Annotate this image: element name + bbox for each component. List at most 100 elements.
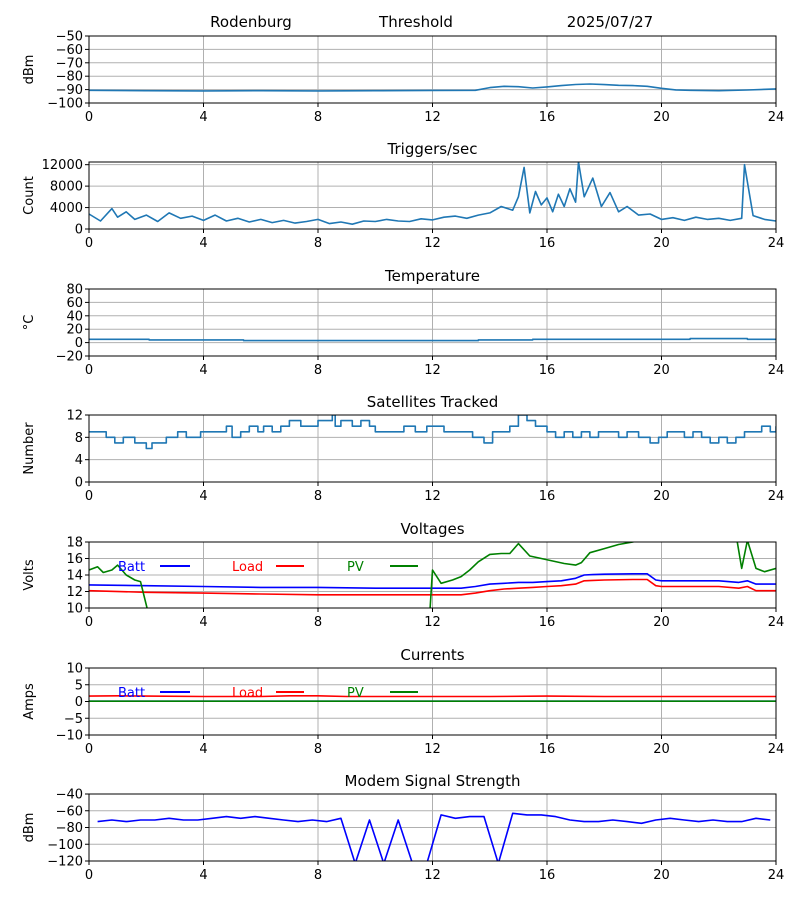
x-tick-label: 16: [539, 236, 556, 251]
y-axis-label: Count: [22, 176, 37, 215]
series-line: [89, 162, 776, 225]
y-tick-label: 10: [66, 662, 83, 677]
y-tick-label: −80: [56, 70, 83, 85]
x-tick-label: 16: [539, 742, 556, 757]
legend-label-pv: PV: [347, 686, 364, 701]
series-line-load: [89, 578, 776, 596]
y-tick-label: −90: [56, 83, 83, 98]
y-tick-label: −100: [47, 838, 83, 853]
x-tick-label: 4: [199, 489, 207, 504]
y-axis-label: Volts: [22, 559, 37, 591]
y-tick-label: −40: [56, 788, 83, 803]
y-tick-label: 4000: [50, 201, 83, 216]
y-axis-label: Number: [22, 422, 37, 475]
legend-label-batt: Batt: [118, 686, 145, 701]
x-tick-label: 20: [653, 742, 670, 757]
x-tick-label: 12: [424, 615, 441, 630]
y-tick-label: −10: [56, 729, 83, 744]
x-tick-label: 12: [424, 868, 441, 883]
x-tick-label: 24: [768, 110, 785, 125]
series-line: [89, 337, 776, 342]
y-axis-label: °C: [22, 315, 37, 331]
x-tick-label: 12: [424, 110, 441, 125]
x-tick-label: 16: [539, 868, 556, 883]
panel-title: Currents: [400, 646, 464, 664]
y-tick-label: −50: [56, 30, 83, 45]
y-tick-label: 40: [66, 309, 83, 324]
y-tick-label: 12000: [42, 158, 83, 173]
x-tick-label: 0: [85, 110, 93, 125]
x-tick-label: 0: [85, 363, 93, 378]
y-tick-label: 14: [66, 569, 83, 584]
panel-4: 0 4 8 12 16 20 24 0 4 8 12 Satellites Tracked Number: [22, 393, 784, 504]
y-tick-label: 12: [66, 409, 83, 424]
panel-title: Satellites Tracked: [367, 393, 498, 411]
series-line-load: [89, 694, 776, 698]
y-tick-label: 0: [75, 476, 83, 491]
y-tick-label: −80: [56, 821, 83, 836]
x-tick-label: 24: [768, 742, 785, 757]
y-tick-label: 0: [75, 695, 83, 710]
y-tick-label: 12: [66, 585, 83, 600]
panel-6: Batt Load PV0 4 8 12 16 20 24−10−50510CurrentsAm…: [22, 646, 784, 757]
x-tick-label: 8: [314, 615, 322, 630]
x-tick-label: 8: [314, 489, 322, 504]
header-date: 2025/07/27: [567, 13, 653, 31]
x-tick-label: 4: [199, 110, 207, 125]
y-tick-label: 60: [66, 296, 83, 311]
x-tick-label: 20: [653, 110, 670, 125]
panel-title: Temperature: [384, 267, 480, 285]
x-tick-label: 8: [314, 110, 322, 125]
y-tick-label: −60: [56, 804, 83, 819]
y-axis-label: dBm: [22, 55, 37, 85]
series-line-pv: [89, 542, 776, 608]
y-tick-label: −70: [56, 56, 83, 71]
legend-label-batt: Batt: [118, 560, 145, 575]
x-tick-label: 24: [768, 489, 785, 504]
series-line: [89, 415, 776, 450]
x-tick-label: 20: [653, 363, 670, 378]
y-tick-label: 18: [66, 536, 83, 551]
x-tick-label: 20: [653, 868, 670, 883]
x-tick-label: 4: [199, 868, 207, 883]
legend-label-load: Load: [232, 560, 263, 575]
y-axis-label: Amps: [22, 683, 37, 720]
x-tick-label: 0: [85, 236, 93, 251]
y-tick-label: 8: [75, 431, 83, 446]
x-tick-label: 24: [768, 868, 785, 883]
header-mode: Threshold: [378, 13, 453, 31]
x-tick-label: 16: [539, 110, 556, 125]
x-tick-label: 4: [199, 236, 207, 251]
x-tick-label: 0: [85, 868, 93, 883]
series-line: [97, 812, 771, 861]
x-tick-label: 0: [85, 615, 93, 630]
header-station: Rodenburg: [210, 13, 292, 31]
panel-1: 0 4 8 12 16 20 24 −100−90−80−70−60−50 dBm: [22, 30, 784, 126]
y-tick-label: −120: [47, 855, 83, 870]
x-tick-label: 8: [314, 742, 322, 757]
x-tick-label: 20: [653, 236, 670, 251]
y-tick-label: 10: [66, 602, 83, 617]
y-tick-label: 20: [66, 323, 83, 338]
y-tick-label: 0: [75, 336, 83, 351]
series-line-batt: [89, 572, 776, 590]
x-tick-label: 12: [424, 363, 441, 378]
x-tick-label: 20: [653, 615, 670, 630]
x-tick-label: 24: [768, 236, 785, 251]
y-tick-label: 0: [75, 223, 83, 238]
y-tick-label: 8000: [50, 180, 83, 195]
x-tick-label: 16: [539, 363, 556, 378]
panel-title: Triggers/sec: [387, 140, 478, 158]
x-tick-label: 16: [539, 489, 556, 504]
x-tick-label: 0: [85, 742, 93, 757]
y-tick-label: −100: [47, 97, 83, 112]
x-tick-label: 4: [199, 615, 207, 630]
y-tick-label: 80: [66, 283, 83, 298]
x-tick-label: 4: [199, 363, 207, 378]
x-tick-label: 8: [314, 236, 322, 251]
x-tick-label: 12: [424, 742, 441, 757]
panel-7: 0 4 8 12 16 20 24 −120 −100 −80 −60−40 Modem Signal…: [22, 772, 784, 883]
